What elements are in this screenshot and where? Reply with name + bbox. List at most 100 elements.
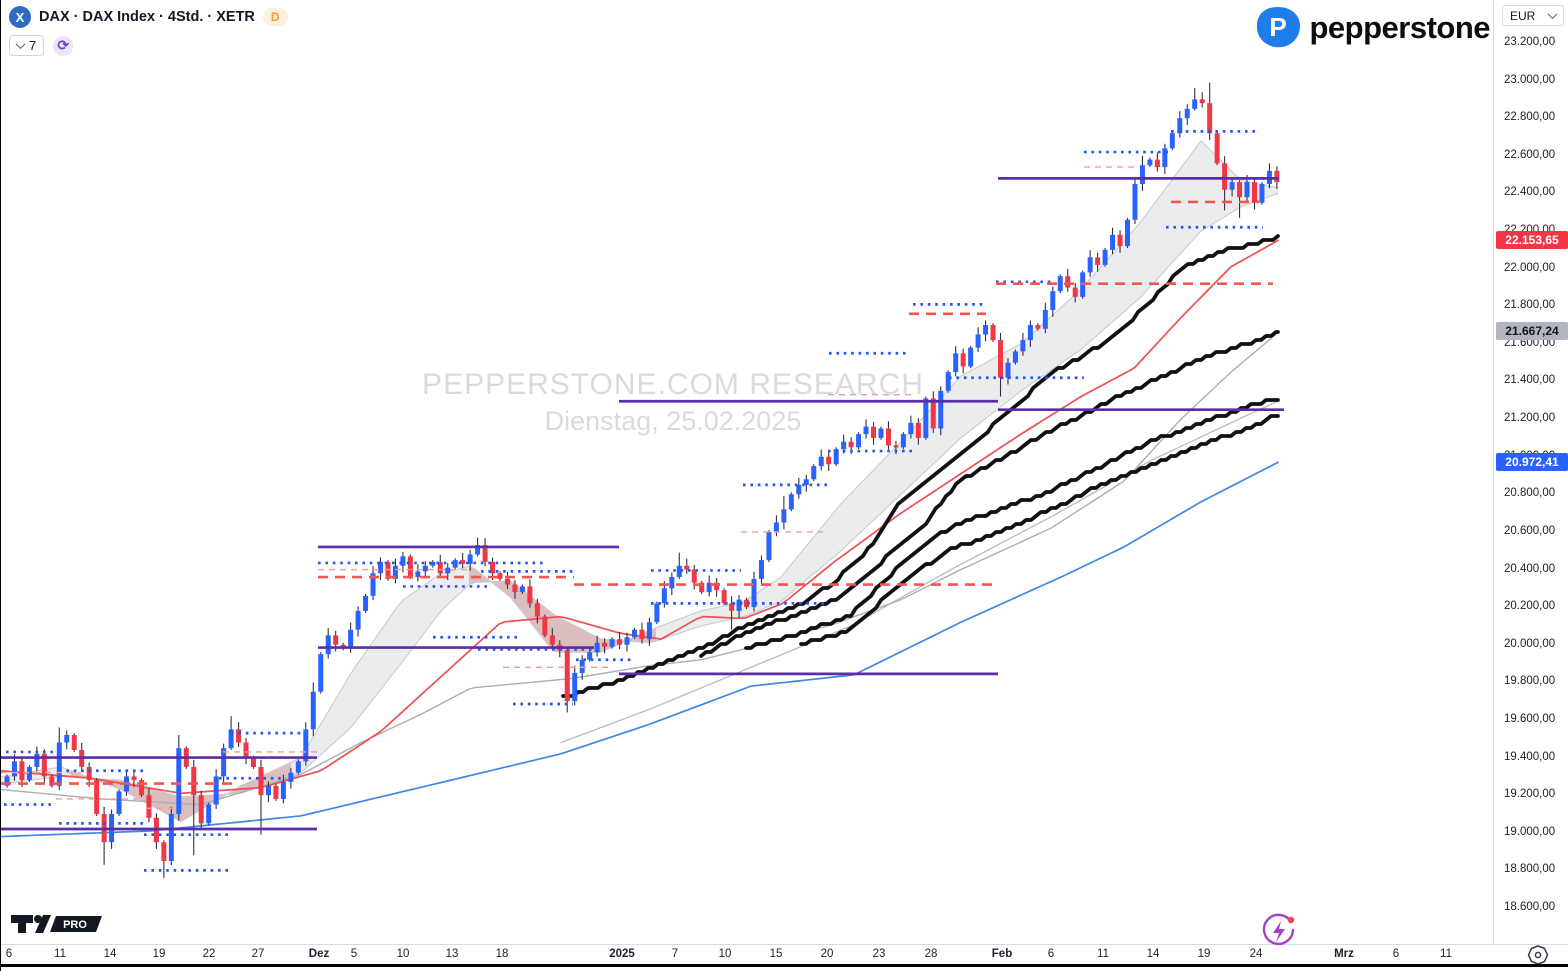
candle <box>400 556 406 566</box>
candle <box>968 347 974 367</box>
candle <box>1035 325 1041 329</box>
candle <box>908 422 914 435</box>
chevron-down-icon <box>1547 9 1558 20</box>
tradingview-logo[interactable]: PRO <box>9 912 109 941</box>
time-tick-label: 22 <box>202 948 216 960</box>
time-tick-label: 11 <box>1440 948 1452 960</box>
svg-text:P: P <box>1270 12 1287 42</box>
candle <box>893 445 899 448</box>
currency-selector[interactable]: EUR <box>1502 5 1564 26</box>
candle <box>1199 99 1205 104</box>
time-tick-label: 10 <box>396 948 410 960</box>
price-tick-label: 19.800,00 <box>1504 675 1556 688</box>
candle <box>512 584 518 593</box>
candle <box>176 748 182 814</box>
candle <box>878 428 884 438</box>
price-tick-label: 23.200,00 <box>1504 36 1556 48</box>
refresh-icon[interactable]: ⟳ <box>53 35 74 56</box>
candle <box>1057 276 1063 292</box>
candle <box>370 573 376 596</box>
time-tick-label: Dez <box>308 948 330 960</box>
candle <box>273 785 279 799</box>
lightning-icon[interactable] <box>1261 912 1297 953</box>
candle <box>1125 219 1130 247</box>
candle <box>437 562 443 574</box>
candle <box>751 578 757 608</box>
candle <box>945 372 951 391</box>
candle <box>527 586 533 604</box>
pepperstone-logo-icon: P <box>1257 7 1301 48</box>
candle <box>1162 148 1168 168</box>
time-tick-label: 28 <box>924 948 938 960</box>
candle <box>206 804 212 824</box>
candle <box>11 761 17 777</box>
candle <box>863 426 869 435</box>
candle <box>318 654 324 692</box>
price-badge: 22.153,65 <box>1496 230 1568 249</box>
candle <box>706 582 712 593</box>
time-axis[interactable]: 6 11 14 19 22 27 Dez 5 10 13 18 2025 7 10 15 20 23 28 Feb 6… <box>1 944 1568 964</box>
candle <box>729 603 735 611</box>
candle <box>56 742 62 786</box>
time-tick-label: 7 <box>671 948 679 960</box>
window-bottom-edge <box>1 964 1568 967</box>
time-tick-label: 10 <box>718 948 732 960</box>
pepperstone-wordmark: pepperstone <box>1309 10 1490 45</box>
candle <box>1132 184 1138 220</box>
candle <box>1012 351 1018 363</box>
candle <box>467 554 473 564</box>
candle <box>1065 276 1071 288</box>
candle <box>960 353 966 367</box>
candle <box>26 766 32 781</box>
candle <box>1259 184 1265 203</box>
candle <box>654 603 660 623</box>
candle <box>86 766 92 781</box>
candle <box>856 434 862 448</box>
candle <box>676 565 682 578</box>
bar-count-dropdown[interactable]: 7 <box>9 35 45 56</box>
price-tick-label: 18.800,00 <box>1504 863 1556 876</box>
candle <box>236 729 242 743</box>
candle <box>198 795 204 824</box>
price-tick-label: 21.400,00 <box>1504 374 1556 387</box>
candle <box>1274 170 1280 183</box>
candle <box>378 562 383 574</box>
price-badge: 21.667,24 <box>1496 322 1568 341</box>
price-tick-label: 22.600,00 <box>1504 148 1556 161</box>
currency-label: EUR <box>1510 8 1536 23</box>
price-axis[interactable]: 23.200,00 23.000,00 22.800,00 22.600,00 22.4… <box>1493 0 1568 944</box>
candle <box>146 795 152 818</box>
candle <box>549 635 555 645</box>
candle <box>310 691 316 730</box>
interval-badge[interactable]: D <box>262 8 288 26</box>
candle <box>221 748 227 777</box>
candle <box>975 334 981 348</box>
candle <box>116 791 122 814</box>
symbol-title[interactable]: DAX · DAX Index · 4Std. · XETR <box>39 9 255 25</box>
candle <box>998 340 1004 378</box>
time-tick-label: 13 <box>445 948 459 960</box>
candle <box>348 629 354 649</box>
price-tick-label: 22.400,00 <box>1504 186 1556 199</box>
time-tick-label: 14 <box>1146 948 1160 960</box>
candle <box>983 325 989 335</box>
candle <box>303 729 309 762</box>
time-tick-label: 5 <box>350 948 358 960</box>
candle <box>191 766 197 796</box>
candle <box>587 652 593 660</box>
candle <box>1207 103 1213 134</box>
candle <box>699 582 705 593</box>
time-tick-label: 18 <box>495 948 509 960</box>
candle <box>288 772 294 783</box>
candle <box>4 776 10 786</box>
candle <box>848 441 854 448</box>
chart-legend: X DAX · DAX Index · 4Std. · XETR D 7 ⟳ <box>9 5 288 56</box>
time-tick-label: 11 <box>54 948 66 960</box>
time-tick-label: 19 <box>152 948 166 960</box>
price-tick-label: 20.200,00 <box>1504 600 1556 613</box>
candle <box>19 761 25 781</box>
candle <box>646 622 652 640</box>
candle <box>1027 325 1033 341</box>
bar-count-value: 7 <box>29 38 37 53</box>
